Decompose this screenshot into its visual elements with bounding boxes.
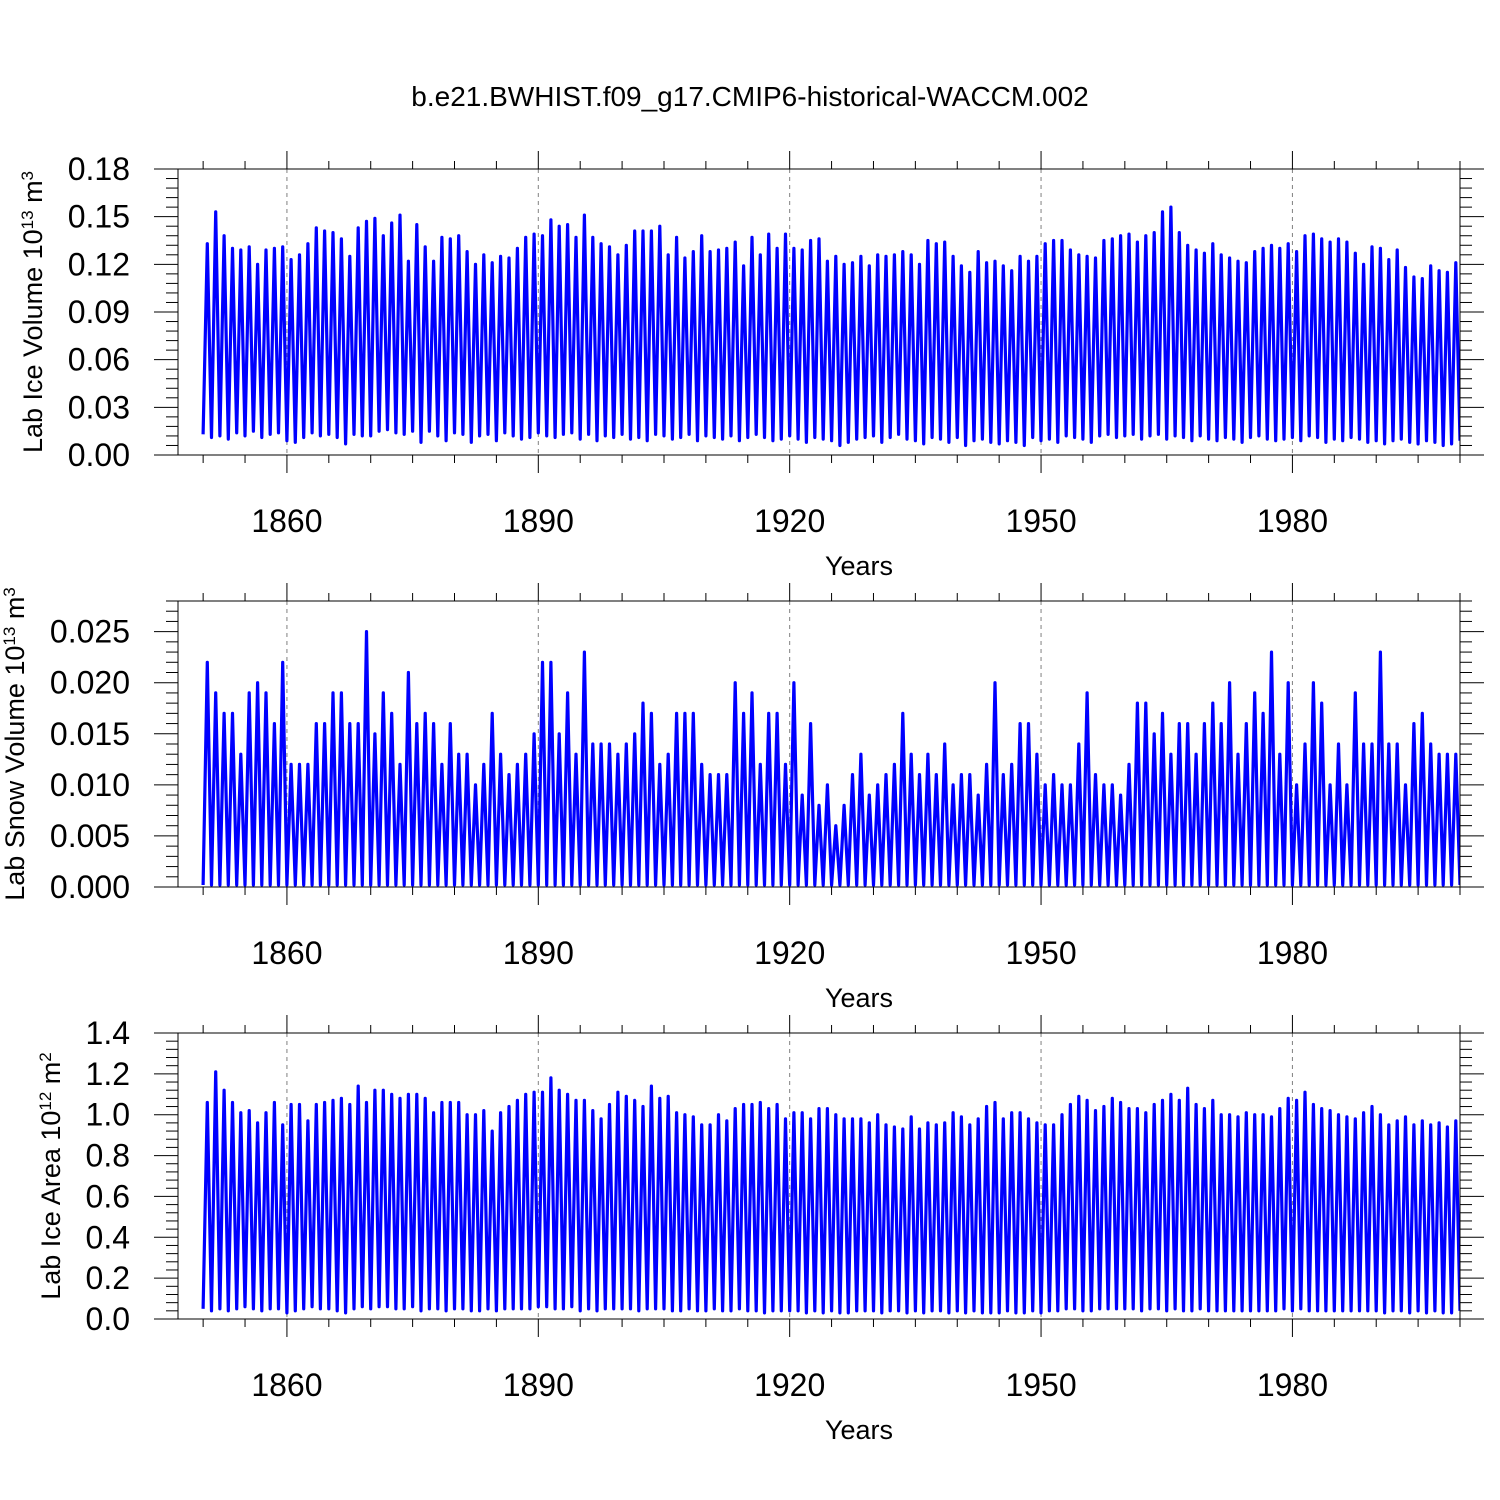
y-tick-label: 0.18 (68, 151, 130, 187)
y-tick-label: 1.2 (86, 1056, 130, 1092)
panels: 1860 1890 1920 1950 1980Years0.000.030.060.0… (0, 151, 1484, 1445)
x-tick-label: 1860 (251, 503, 322, 539)
y-tick-label: 0.000 (50, 869, 130, 905)
y-axis-title-unit-exp: 3 (0, 587, 19, 596)
y-tick-label: 0.00 (68, 437, 130, 473)
y-axis-title: Lab Ice Volume 1013 m3 (18, 171, 49, 453)
x-tick-label: 1980 (1257, 935, 1328, 971)
panel-1: 1860 1890 1920 1950 1980 Years 0.00 0.03 0.06 0.0… (18, 151, 1484, 581)
y-tick-label: 0.4 (86, 1219, 130, 1255)
y-tick-label: 0.010 (50, 767, 130, 803)
panel-2: 1860 1890 1920 1950 1980 Years 0.000 0.005 0.010… (0, 583, 1484, 1013)
y-tick-label: 0.020 (50, 665, 130, 701)
y-tick-label: 0.03 (68, 389, 130, 425)
x-tick-label: 1950 (1005, 935, 1076, 971)
x-tick-label: 1890 (503, 1367, 574, 1403)
panel-3: 1860 1890 1920 1950 1980 Years 0.0 0.2 0.4 0.6 0.8… (36, 1015, 1484, 1445)
x-axis-title: Years (825, 983, 893, 1013)
y-tick-label: 0.6 (86, 1178, 130, 1214)
x-tick-label: 1890 (503, 935, 574, 971)
x-tick-label: 1920 (754, 1367, 825, 1403)
y-axis-title-unit: m (0, 597, 30, 627)
x-axis-title: Years (825, 1415, 893, 1445)
y-axis-title-unit: m (18, 180, 48, 210)
x-axis-title: Years (825, 551, 893, 581)
y-tick-label: 0.2 (86, 1260, 130, 1296)
x-tick-label: 1920 (754, 503, 825, 539)
x-tick-label: 1890 (503, 503, 574, 539)
y-tick-label: 0.025 (50, 614, 130, 650)
y-tick-label: 0.0 (86, 1301, 130, 1337)
x-tick-label: 1920 (754, 935, 825, 971)
y-tick-label: 0.06 (68, 342, 130, 378)
y-tick-label: 0.15 (68, 199, 130, 235)
y-tick-label: 0.12 (68, 246, 130, 282)
y-axis-title: Lab Ice Area 1012 m2 (36, 1052, 67, 1300)
y-tick-label: 0.09 (68, 294, 130, 330)
y-axis-title-unit-exp: 2 (36, 1052, 55, 1061)
y-axis-title-unit-exp: 3 (18, 171, 37, 180)
figure-title: b.e21.BWHIST.f09_g17.CMIP6-historical-WA… (411, 81, 1088, 112)
x-tick-label: 1860 (251, 1367, 322, 1403)
y-tick-label: 0.8 (86, 1138, 130, 1174)
y-tick-label: 1.0 (86, 1097, 130, 1133)
x-tick-label: 1950 (1005, 1367, 1076, 1403)
y-axis-title-unit: m (36, 1062, 66, 1092)
y-axis-title-exp: 12 (36, 1092, 55, 1111)
y-axis-title-base: Lab Ice Volume 10 (18, 229, 48, 453)
series-line (201, 630, 1460, 887)
y-tick-label: 1.4 (86, 1015, 130, 1051)
y-axis-title-exp: 13 (0, 627, 19, 646)
x-tick-label: 1980 (1257, 1367, 1328, 1403)
y-axis-title-base: Lab Ice Area 10 (36, 1111, 66, 1300)
y-axis-title-base: Lab Snow Volume 10 (0, 646, 30, 901)
series-line (201, 1070, 1460, 1315)
y-axis-title: Lab Snow Volume 1013 m3 (0, 587, 30, 901)
series-line (201, 205, 1460, 448)
y-tick-label: 0.015 (50, 716, 130, 752)
y-axis-title-exp: 13 (18, 210, 37, 229)
plot-frame (177, 1032, 1461, 1320)
x-tick-label: 1950 (1005, 503, 1076, 539)
x-tick-label: 1860 (251, 935, 322, 971)
x-tick-label: 1980 (1257, 503, 1328, 539)
y-tick-label: 0.005 (50, 818, 130, 854)
